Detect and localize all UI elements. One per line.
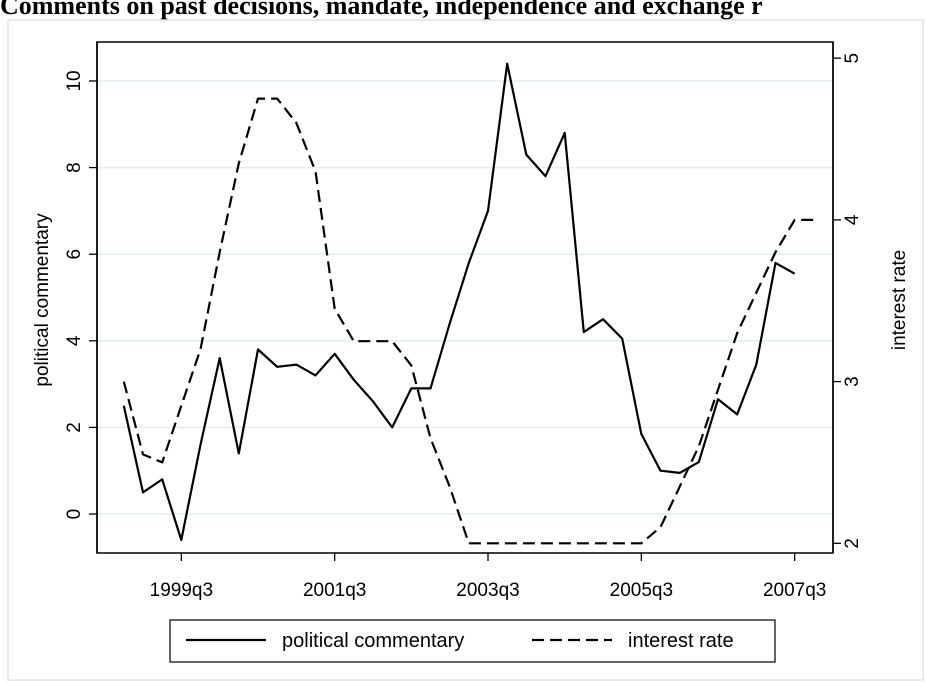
x-tick-label: 2005q3 bbox=[610, 580, 673, 601]
series-political-commentary bbox=[122, 62, 796, 542]
gridlines bbox=[97, 80, 833, 515]
series-lines bbox=[122, 62, 814, 545]
y-axis-right-label: interest rate bbox=[889, 250, 910, 350]
legend-label-political-commentary: political commentary bbox=[282, 630, 464, 652]
chart-title: Comments on past decisions, mandate, ind… bbox=[0, 0, 763, 20]
legend: political commentary interest rate bbox=[169, 619, 776, 663]
y-left-tick-label: 0 bbox=[64, 509, 85, 520]
y-right-tick-label: 5 bbox=[842, 53, 863, 64]
y-left-tick-label: 8 bbox=[64, 162, 85, 173]
y-left-tick-label: 10 bbox=[64, 70, 85, 91]
y-left-tick-label: 4 bbox=[64, 335, 85, 346]
y-right-tick-label: 3 bbox=[842, 376, 863, 387]
chart-frame bbox=[7, 19, 924, 681]
x-tick-label: 2007q3 bbox=[763, 580, 826, 601]
y-right-tick-label: 4 bbox=[842, 214, 863, 225]
x-tick-label: 2003q3 bbox=[456, 580, 519, 601]
y-left-tick-label: 2 bbox=[64, 422, 85, 433]
y-right-tick-label: 2 bbox=[842, 538, 863, 549]
x-tick-label: 2001q3 bbox=[303, 580, 366, 601]
x-tick-label: 1999q3 bbox=[150, 580, 213, 601]
axes: 0 2 4 6 8 10 2 3 4 5 1999q3 2001q3 2003q3 2005q3 2007q… bbox=[64, 42, 863, 601]
legend-box bbox=[169, 619, 776, 663]
y-axis-left-label: political commentary bbox=[32, 213, 53, 387]
series-interest-rate bbox=[122, 97, 814, 545]
y-left-tick-label: 6 bbox=[64, 249, 85, 260]
legend-label-interest-rate: interest rate bbox=[628, 630, 734, 652]
